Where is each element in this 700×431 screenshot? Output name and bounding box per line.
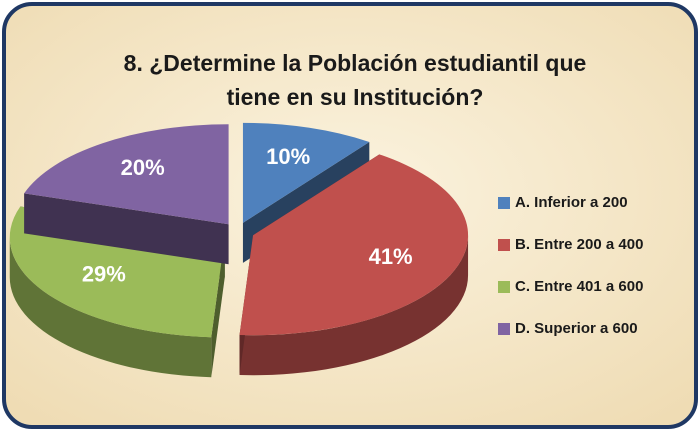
legend-label: A. Inferior a 200 [515, 194, 628, 211]
legend-label: D. Superior a 600 [515, 320, 638, 337]
data-label: 10% [266, 144, 310, 169]
slice-top [239, 154, 469, 336]
legend-swatch [498, 281, 510, 293]
legend-swatch [498, 239, 510, 251]
data-label: 20% [121, 155, 165, 180]
legend-label: B. Entre 200 a 400 [515, 236, 643, 253]
legend-label: C. Entre 401 a 600 [515, 278, 643, 295]
slice-side [9, 237, 212, 378]
chart-title: 8. ¿Determine la Población estudiantil q… [123, 50, 587, 110]
slice [239, 154, 469, 376]
legend-swatch [498, 197, 510, 209]
data-label: 29% [82, 261, 126, 286]
slice-top [24, 124, 229, 225]
legend-swatch [498, 323, 510, 335]
slice [24, 124, 229, 265]
data-label: 41% [369, 244, 413, 269]
slice-top [242, 122, 370, 223]
slice-wall [24, 193, 229, 265]
slice-side [239, 235, 469, 376]
